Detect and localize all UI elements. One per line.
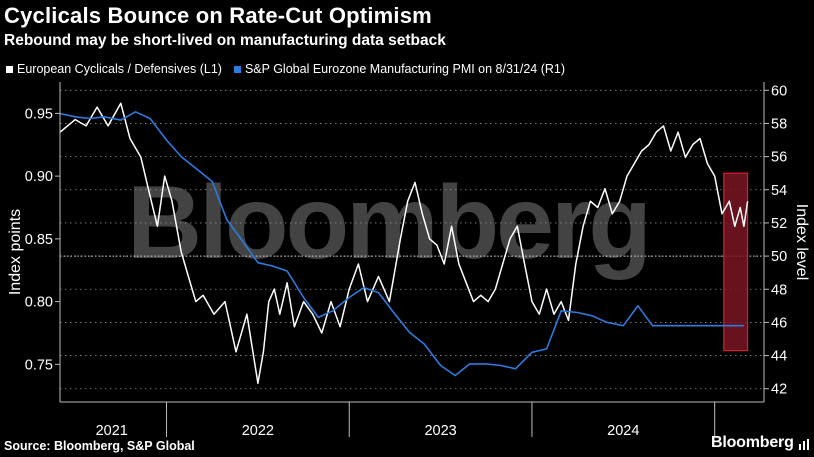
series-line-pmi [59,111,744,377]
x-tick-label-2021: 2021 [96,423,128,439]
legend-label-pmi: S&P Global Eurozone Manufacturing PMI on… [244,62,566,76]
highlight-layer [723,172,749,352]
right-tick-label-6: 48 [771,282,787,298]
series-layer [59,102,749,384]
x-tick-label-2022: 2022 [242,423,274,439]
watermark-layer: Bloomberg [127,165,652,281]
y-axis-title-right: Index level [793,204,810,281]
source-note: Source: Bloomberg, S&P Global [4,439,195,453]
y-axis-title-left: Index points [7,209,24,295]
legend-item-pmi: S&P Global Eurozone Manufacturing PMI on… [233,62,566,76]
legend-swatch-blue [233,65,241,73]
left-tick-label-4: 0.75 [25,357,53,373]
left-tick-label-0: 0.95 [25,106,53,122]
legend: European Cyclicals / Defensives (L1) S&P… [6,61,577,77]
left-tick-label-3: 0.80 [25,295,53,311]
left-tick-label-1: 0.90 [25,169,53,185]
axis-layer: 0.95 0.90 0.85 0.80 0.75 60 58 56 54 52 50 48 46 44 42… [7,82,810,439]
brand-logo: Bloomberg [711,434,794,451]
right-tick-label-1: 58 [771,116,787,132]
legend-swatch-white [6,65,13,73]
watermark-text: Bloomberg [127,165,649,281]
highlight-box [723,172,749,352]
right-tick-label-3: 54 [771,183,787,199]
x-tick-label-2023: 2023 [424,423,456,439]
chart-title: Cyclicals Bounce on Rate-Cut Optimism [4,3,432,28]
legend-label-cyclicals: European Cyclicals / Defensives (L1) [17,62,222,76]
right-tick-label-5: 50 [771,249,787,265]
right-tick-label-9: 42 [771,382,787,398]
legend-item-cyclicals: European Cyclicals / Defensives (L1) [6,62,222,76]
bar-chart-icon [799,439,809,450]
right-tick-label-7: 46 [771,315,787,331]
right-tick-label-8: 44 [771,349,787,365]
right-tick-label-0: 60 [771,83,787,99]
right-tick-label-2: 56 [771,150,787,166]
x-tick-label-2024: 2024 [607,423,639,439]
right-tick-label-4: 52 [771,216,787,232]
series-line-cyclicals [59,102,749,384]
chart-subtitle: Rebound may be short-lived on manufactur… [4,32,446,49]
left-tick-label-2: 0.85 [25,232,53,248]
